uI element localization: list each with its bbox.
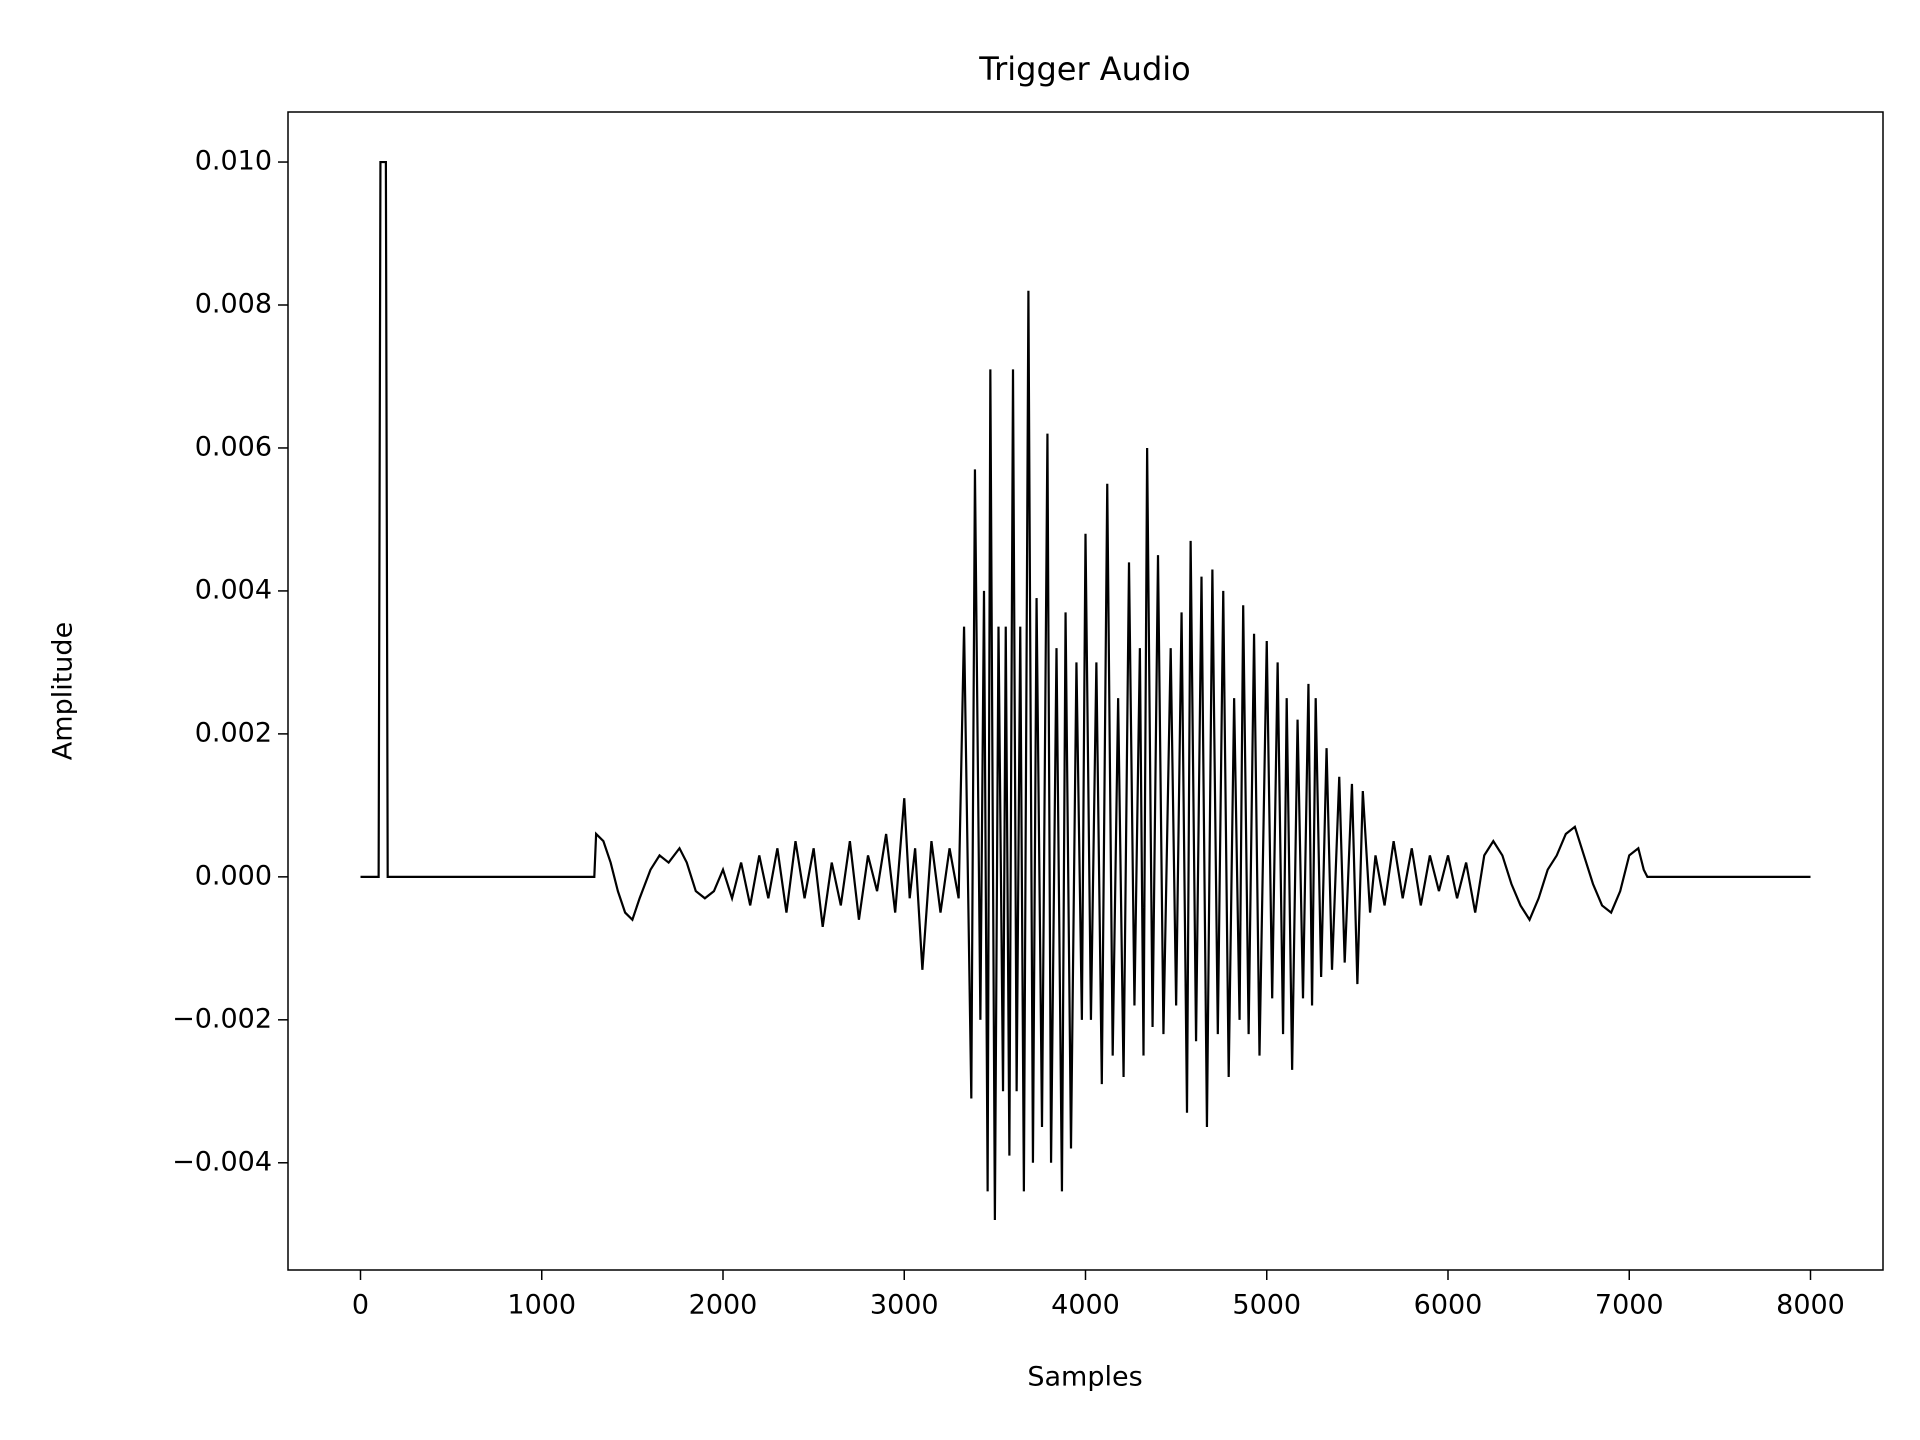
x-tick-label: 4000 [1051, 1290, 1120, 1321]
y-tick-label: −0.002 [172, 1003, 272, 1034]
y-tick-label: 0.008 [195, 289, 272, 320]
x-tick-label: 1000 [507, 1290, 576, 1321]
y-tick-label: 0.002 [195, 717, 272, 748]
y-tick-label: 0.004 [195, 574, 272, 605]
x-tick-label: 0 [352, 1290, 369, 1321]
x-tick-label: 2000 [689, 1290, 758, 1321]
waveform-line [360, 160, 1811, 1220]
plot-frame [287, 111, 1884, 1271]
y-tick-label: 0.000 [195, 860, 272, 891]
chart-title: Trigger Audio [978, 50, 1190, 88]
y-tick-label: −0.004 [172, 1146, 272, 1177]
y-axis-label: Amplitude [48, 622, 79, 760]
x-axis-label: Samples [1027, 1362, 1142, 1393]
x-tick-label: 5000 [1232, 1290, 1301, 1321]
y-tick-label: 0.006 [195, 431, 272, 462]
x-tick-label: 6000 [1414, 1290, 1483, 1321]
x-tick-label: 3000 [870, 1290, 939, 1321]
x-tick-label: 7000 [1595, 1290, 1664, 1321]
y-tick-label: 0.010 [195, 146, 272, 177]
x-tick-label: 8000 [1776, 1290, 1845, 1321]
